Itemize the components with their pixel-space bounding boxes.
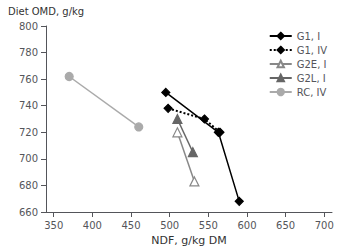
svg-text:G1, I: G1, I xyxy=(297,31,320,42)
svg-text:780: 780 xyxy=(19,47,38,58)
svg-text:720: 720 xyxy=(19,127,38,138)
svg-text:500: 500 xyxy=(160,220,179,231)
svg-text:800: 800 xyxy=(19,21,38,32)
svg-text:NDF, g/kg DM: NDF, g/kg DM xyxy=(151,234,227,247)
svg-text:650: 650 xyxy=(276,220,295,231)
svg-text:Diet OMD, g/kg: Diet OMD, g/kg xyxy=(8,6,84,17)
svg-text:RC, IV: RC, IV xyxy=(297,87,327,98)
svg-text:G2L, I: G2L, I xyxy=(297,73,326,84)
svg-text:600: 600 xyxy=(237,220,256,231)
svg-text:700: 700 xyxy=(315,220,334,231)
svg-text:660: 660 xyxy=(19,207,38,218)
svg-text:350: 350 xyxy=(44,220,63,231)
svg-text:740: 740 xyxy=(19,100,38,111)
svg-text:400: 400 xyxy=(83,220,102,231)
svg-text:760: 760 xyxy=(19,74,38,85)
svg-text:450: 450 xyxy=(121,220,140,231)
svg-text:G1, IV: G1, IV xyxy=(297,45,327,56)
svg-text:700: 700 xyxy=(19,153,38,164)
svg-text:550: 550 xyxy=(199,220,218,231)
svg-text:680: 680 xyxy=(19,180,38,191)
svg-text:G2E, I: G2E, I xyxy=(297,59,327,70)
